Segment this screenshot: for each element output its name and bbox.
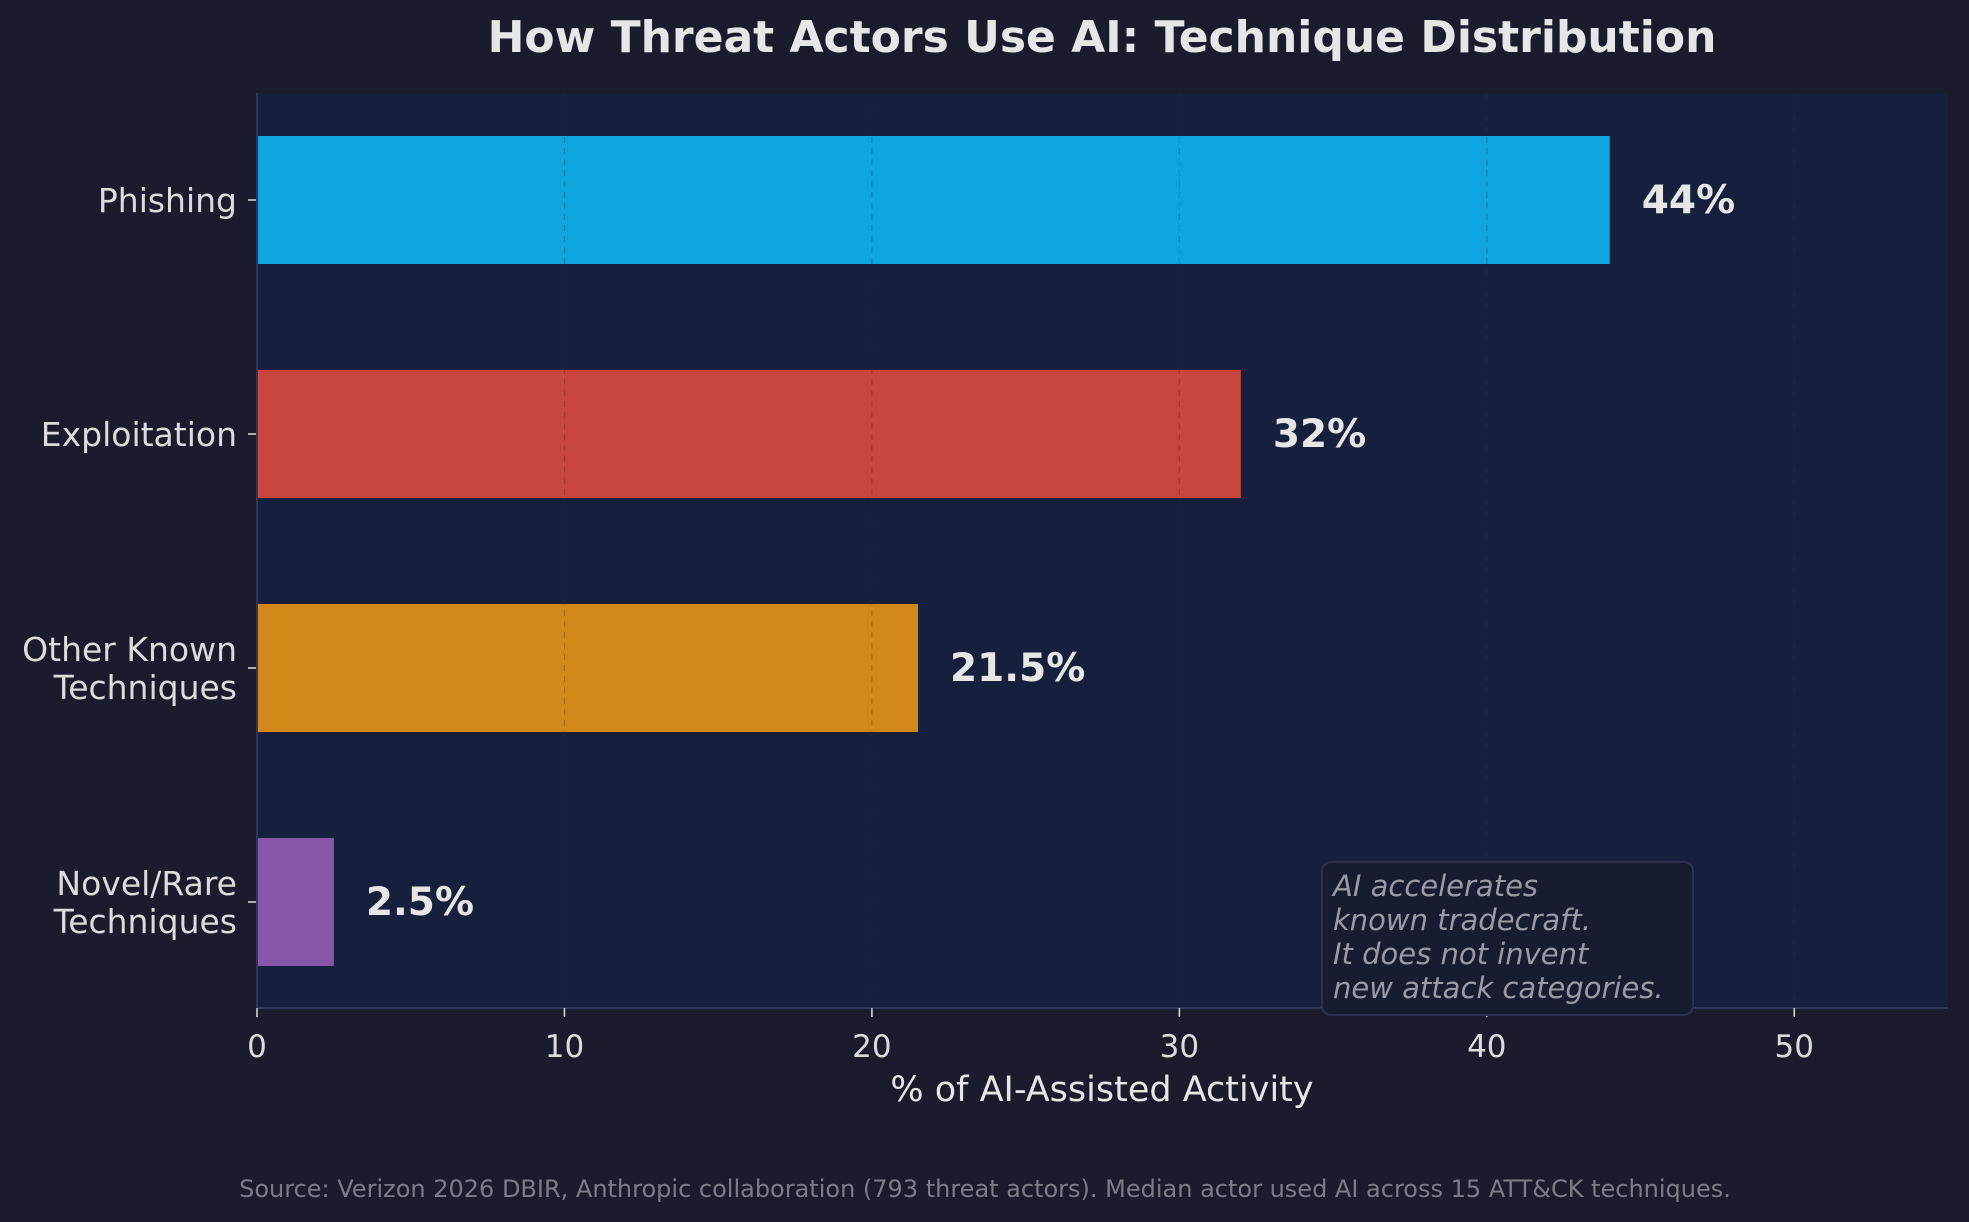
- bars: [257, 136, 1610, 966]
- annotation-text: AI accelerates known tradecraft. It does n…: [1331, 869, 1664, 1005]
- data-label: 2.5%: [366, 880, 474, 925]
- bar: [257, 838, 334, 966]
- x-tick-label: 30: [1160, 1029, 1199, 1065]
- data-label: 32%: [1273, 412, 1366, 457]
- category-labels: Phishing Exploitation Other Known Technique…: [22, 181, 237, 941]
- category-label: Other Known Techniques: [22, 630, 237, 707]
- x-axis-label: % of AI-Assisted Activity: [890, 1070, 1313, 1110]
- grid-lines: [563, 93, 1795, 1008]
- bar: [257, 370, 1241, 498]
- category-label: Exploitation: [41, 415, 237, 454]
- bar: [257, 604, 919, 732]
- category-label: Novel/Rare Techniques: [53, 864, 237, 941]
- chart-title: How Threat Actors Use AI: Technique Dist…: [488, 12, 1717, 63]
- x-tick-label: 50: [1775, 1029, 1814, 1065]
- annotation-frame: [1321, 861, 1694, 1016]
- data-label: 44%: [1642, 178, 1735, 223]
- x-tick-label: 20: [852, 1029, 891, 1065]
- x-tick-labels: 0 10 20 30 40 50: [247, 1008, 1814, 1065]
- data-label: 21.5%: [950, 646, 1085, 691]
- source-note: Source: Verizon 2026 DBIR, Anthropic col…: [239, 1175, 1731, 1203]
- bar: [257, 136, 1610, 264]
- x-tick-label: 10: [545, 1029, 584, 1065]
- x-tick-label: 0: [247, 1029, 267, 1065]
- grid-overlay: [563, 93, 1795, 1008]
- value-labels: 44% 32% 21.5% 2.5%: [366, 178, 1735, 925]
- annotation-box: AI accelerates known tradecraft. It does n…: [1321, 861, 1694, 1016]
- x-tick-label: 40: [1467, 1029, 1506, 1065]
- category-label: Phishing: [98, 181, 237, 220]
